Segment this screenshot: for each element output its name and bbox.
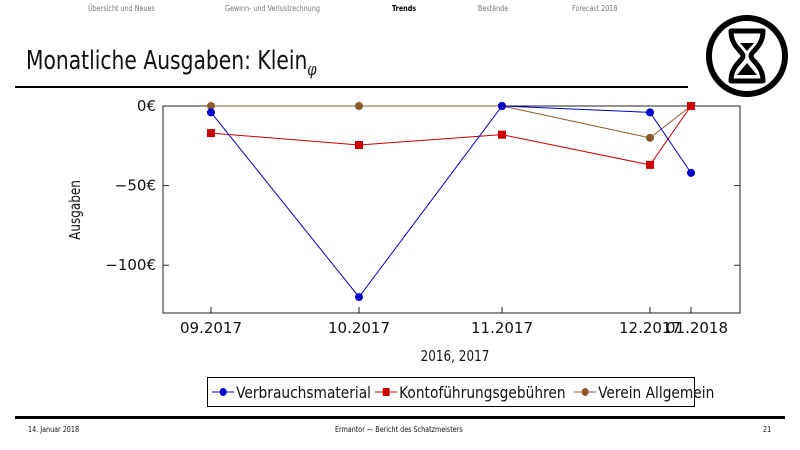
- y-tick-label: −50€: [115, 177, 156, 195]
- legend-marker-icon: [574, 388, 597, 396]
- data-point: [207, 129, 215, 138]
- series-line: [210, 105, 692, 298]
- data-point: [207, 108, 215, 117]
- footer-divider: [15, 416, 785, 419]
- y-tick-label: −100€: [105, 256, 156, 274]
- legend-entry: Verein Allgemein: [574, 382, 715, 402]
- data-point: [498, 130, 506, 139]
- footer-title: Ermantor — Bericht des Schatzmeisters: [335, 425, 463, 434]
- x-tick-label: 01.2018: [666, 319, 728, 337]
- footer-date: 14. Januar 2018: [28, 425, 80, 434]
- data-point: [207, 102, 215, 110]
- x-tick-label: 10.2017: [328, 319, 390, 337]
- nav-item-uebersicht[interactable]: Übersicht und Neues: [88, 4, 155, 13]
- x-axis-label: 2016, 2017: [421, 348, 490, 366]
- nav-item-forecast[interactable]: Forecast 2018: [572, 4, 618, 13]
- data-point: [687, 102, 695, 110]
- data-point: [498, 102, 506, 110]
- data-point: [355, 141, 363, 150]
- series-line: [210, 105, 692, 166]
- data-point: [687, 168, 695, 177]
- legend-label: Verbrauchsmaterial: [236, 382, 371, 402]
- series-verbrauchsmaterial: [207, 102, 695, 302]
- y-tick-label: 0€: [137, 97, 156, 115]
- page-title: Monatliche Ausgaben: Kleinφ: [26, 46, 317, 80]
- series-kontoführungsgebühren: [207, 102, 695, 169]
- legend-marker-icon: [374, 388, 398, 396]
- title-subscript: φ: [307, 60, 317, 81]
- legend-label: Verein Allgemein: [598, 382, 715, 402]
- nav-item-bestaende[interactable]: Bestände: [478, 4, 509, 13]
- legend-label: Kontoführungsgebühren: [398, 382, 566, 402]
- title-divider: [15, 86, 688, 88]
- x-tick-label: 09.2017: [180, 319, 242, 337]
- data-point: [355, 102, 363, 110]
- data-point: [355, 293, 363, 302]
- legend-entry: Kontoführungsgebühren: [374, 382, 566, 402]
- x-tick-label: 11.2017: [471, 319, 533, 337]
- legend-marker-icon: [212, 388, 235, 396]
- nav-item-guv[interactable]: Gewinn- und Verlustrechnung: [225, 4, 320, 13]
- series-verein allgemein: [207, 102, 695, 142]
- nav-item-trends[interactable]: Trends: [392, 4, 417, 13]
- chart-legend: Verbrauchsmaterial Kontoführungsgebühren V…: [207, 377, 715, 407]
- legend-entry: Verbrauchsmaterial: [212, 383, 371, 402]
- page-number: 21: [763, 425, 772, 434]
- hourglass-circle-logo: [706, 15, 788, 97]
- data-point: [646, 133, 654, 142]
- title-text: Monatliche Ausgaben: Klein: [26, 46, 308, 76]
- data-point: [646, 108, 654, 117]
- data-point: [646, 160, 654, 169]
- y-axis-label: Ausgaben: [67, 180, 85, 240]
- x-tick-label: 12.2017: [619, 319, 681, 337]
